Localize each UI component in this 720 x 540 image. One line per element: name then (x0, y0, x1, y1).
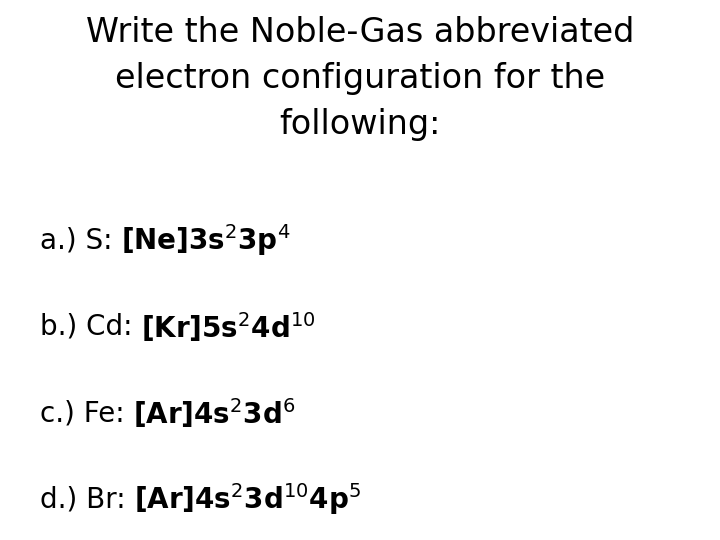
Text: [Ar]4s$^{2}$3d$^{6}$: [Ar]4s$^{2}$3d$^{6}$ (133, 396, 295, 430)
Text: Write the Noble-Gas abbreviated: Write the Noble-Gas abbreviated (86, 16, 634, 49)
Text: [Kr]5s$^{2}$4d$^{10}$: [Kr]5s$^{2}$4d$^{10}$ (141, 310, 315, 343)
Text: following:: following: (279, 108, 441, 141)
Text: [Ne]3s$^{2}$3p$^{4}$: [Ne]3s$^{2}$3p$^{4}$ (121, 222, 290, 258)
Text: electron configuration for the: electron configuration for the (115, 62, 605, 95)
Text: c.) Fe:: c.) Fe: (40, 399, 133, 427)
Text: b.) Cd:: b.) Cd: (40, 313, 141, 341)
Text: a.) S:: a.) S: (40, 226, 121, 254)
Text: [Ar]4s$^{2}$3d$^{10}$4p$^{5}$: [Ar]4s$^{2}$3d$^{10}$4p$^{5}$ (134, 482, 361, 517)
Text: d.) Br:: d.) Br: (40, 485, 134, 514)
